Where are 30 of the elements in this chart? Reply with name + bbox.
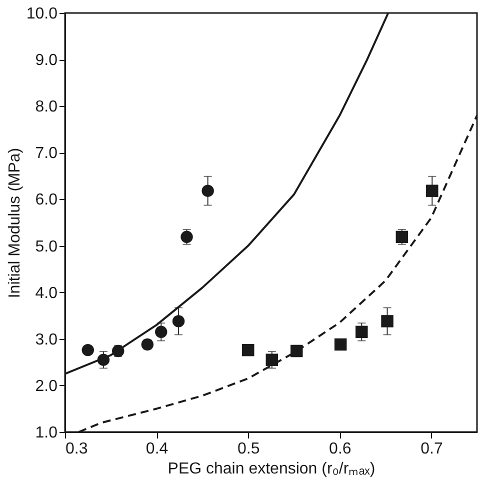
y-tick-label: 1.0 [35, 424, 58, 442]
y-tick-label: 5.0 [35, 238, 58, 256]
point [426, 184, 438, 197]
point [334, 338, 347, 351]
point [396, 230, 408, 244]
point [356, 326, 368, 338]
x-tick-label: 0.3 [66, 440, 88, 458]
y-tick-label: 7.0 [35, 145, 58, 162]
y-tick-label: 9.0 [35, 52, 58, 70]
point [172, 315, 185, 328]
y-tick-label: 3.0 [35, 331, 58, 348]
point [155, 326, 168, 338]
y-tick-label: 2.0 [35, 378, 58, 395]
x-tick-label: 0.4 [146, 440, 168, 458]
y-tick-label: 8.0 [35, 98, 58, 116]
point [82, 344, 94, 356]
x-axis-title: PEG chain extension (r₀/rₘₐₓ) [168, 460, 376, 478]
y-axis-title: Initial Modulus (MPa) [6, 148, 24, 298]
point [180, 230, 193, 244]
point [381, 315, 394, 328]
y-tick-label: 4.0 [35, 284, 58, 302]
point [266, 354, 278, 366]
y-tick-label: 6.0 [35, 192, 58, 209]
x-tick-label: 0.7 [420, 440, 443, 458]
y-tick-label: 10.0 [26, 6, 58, 22]
point [242, 344, 254, 356]
x-tick-label: 0.5 [237, 440, 260, 458]
point [202, 184, 214, 197]
x-tick-label: 0.6 [329, 440, 352, 458]
point [141, 338, 154, 351]
